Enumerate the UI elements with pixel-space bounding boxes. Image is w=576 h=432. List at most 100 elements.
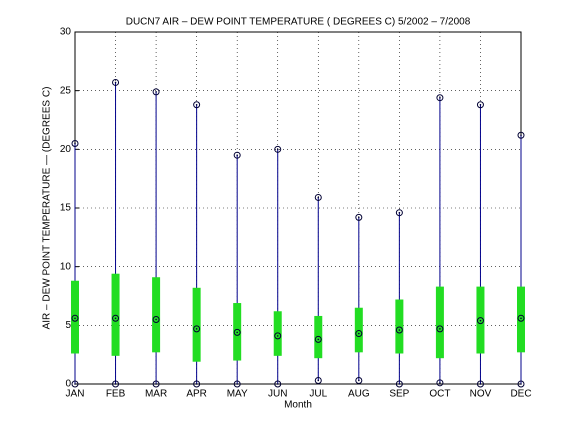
x-tick-label: APR <box>186 389 207 400</box>
max-dot <box>276 148 279 151</box>
max-dot <box>479 103 482 106</box>
std-box <box>395 299 404 354</box>
max-marker <box>233 151 241 159</box>
std-box <box>111 273 120 356</box>
mean-marker <box>233 328 241 336</box>
min-dot <box>439 382 441 384</box>
min-dot <box>317 379 320 382</box>
std-box <box>192 287 201 362</box>
min-marker <box>233 380 241 388</box>
std-box <box>354 307 363 353</box>
mean-dot <box>236 331 238 334</box>
y-tick-label: 10 <box>60 261 72 272</box>
min-dot <box>520 383 522 385</box>
min-marker <box>314 376 322 384</box>
x-tick-label: MAY <box>227 389 248 400</box>
max-dot <box>195 103 198 106</box>
max-marker <box>274 145 282 153</box>
mean-marker <box>274 332 282 340</box>
mean-marker <box>112 314 120 322</box>
max-dot <box>74 142 76 145</box>
chart-title: DUCN7 AIR – DEW POINT TEMPERATURE ( DEGR… <box>126 17 471 28</box>
mean-marker <box>193 325 201 333</box>
max-dot <box>155 91 157 93</box>
y-tick-label: 20 <box>60 144 72 155</box>
mean-dot <box>479 319 482 322</box>
min-dot <box>398 383 401 385</box>
y-tick-label: 5 <box>65 320 71 331</box>
std-box <box>517 286 525 353</box>
min-dot <box>114 383 117 385</box>
std-box <box>273 311 282 356</box>
mean-dot <box>358 332 360 335</box>
mean-dot <box>114 317 117 320</box>
mean-marker <box>436 325 444 333</box>
max-marker <box>193 101 201 109</box>
std-box <box>435 286 444 359</box>
std-box <box>314 315 323 359</box>
plot-frame <box>74 31 522 385</box>
min-marker <box>476 380 484 388</box>
min-marker <box>274 380 282 388</box>
x-tick-label: DEC <box>510 389 531 400</box>
mean-marker <box>152 315 160 323</box>
min-marker <box>517 380 525 388</box>
mean-marker <box>355 330 363 338</box>
min-dot <box>155 383 157 385</box>
y-tick-label: 15 <box>60 203 72 214</box>
min-dot <box>276 383 279 385</box>
mean-dot <box>439 328 441 330</box>
mean-marker <box>517 314 525 322</box>
max-dot <box>520 134 522 137</box>
min-marker <box>436 379 444 387</box>
mean-dot <box>317 338 320 341</box>
min-dot <box>195 383 198 385</box>
min-marker <box>152 380 160 388</box>
std-box <box>152 277 161 353</box>
mean-marker <box>476 317 484 325</box>
std-box <box>71 280 79 354</box>
mean-dot <box>398 329 401 331</box>
mean-marker <box>71 314 79 322</box>
max-dot <box>236 154 238 156</box>
x-tick-label: MAR <box>145 389 167 400</box>
max-dot <box>398 211 401 214</box>
min-marker <box>193 380 201 388</box>
max-marker <box>71 139 79 147</box>
mean-marker <box>314 335 322 343</box>
mean-dot <box>520 317 522 320</box>
mean-dot <box>74 317 76 320</box>
mean-marker <box>395 326 403 334</box>
min-dot <box>236 383 238 385</box>
x-tick-label: NOV <box>470 389 492 400</box>
x-tick-label: AUG <box>348 389 370 400</box>
x-axis-label: Month <box>284 400 312 411</box>
max-marker <box>314 193 322 201</box>
max-marker <box>476 101 484 109</box>
min-dot <box>479 383 482 385</box>
x-tick-label: JUN <box>268 389 287 400</box>
max-marker <box>112 78 120 86</box>
min-dot <box>358 379 360 382</box>
x-tick-label: JUL <box>309 389 327 400</box>
max-marker <box>152 88 160 96</box>
max-dot <box>439 96 441 99</box>
min-marker <box>395 380 403 388</box>
max-marker <box>395 209 403 217</box>
y-tick-label: 25 <box>60 85 72 96</box>
min-dot <box>74 383 76 385</box>
max-dot <box>358 216 360 219</box>
x-tick-label: OCT <box>429 389 450 400</box>
x-tick-label: SEP <box>389 389 409 400</box>
y-tick-label: 0 <box>65 379 71 390</box>
x-tick-label: FEB <box>106 389 126 400</box>
max-dot <box>317 196 320 199</box>
max-dot <box>114 81 117 84</box>
max-marker <box>436 94 444 102</box>
min-marker <box>355 376 363 384</box>
mean-dot <box>195 328 198 330</box>
min-marker <box>71 380 79 388</box>
mean-dot <box>155 318 157 321</box>
y-tick-label: 30 <box>60 27 72 38</box>
